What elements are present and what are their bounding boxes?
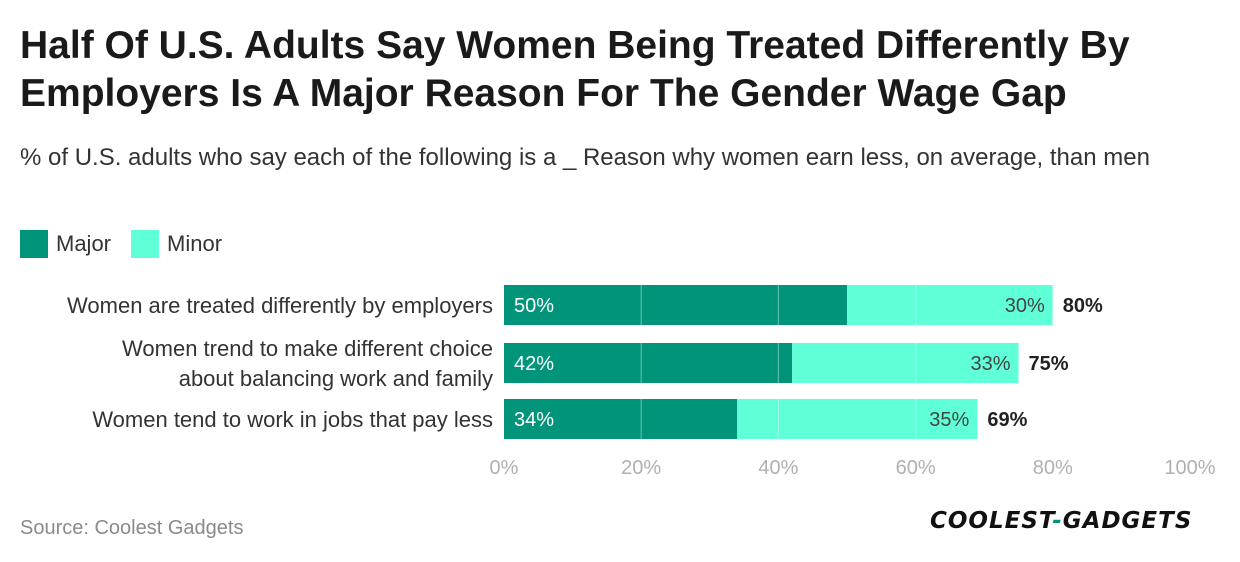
bar-chart: 50% 30% 80% 42% 33% 75% 34% 35% 69% Women are tre…: [67, 278, 1216, 479]
category-label-1-line-1: about balancing work and family: [179, 366, 493, 391]
bar-minor-2: [737, 399, 978, 439]
legend-item-major: Major: [20, 230, 111, 258]
x-tick-label-1: 20%: [621, 457, 661, 479]
category-label-0: Women are treated differently by employe…: [67, 293, 493, 318]
x-tick-label-3: 60%: [896, 457, 936, 479]
label-minor-1: 33%: [970, 353, 1010, 375]
x-tick-label-2: 40%: [758, 457, 798, 479]
x-tick-label-5: 100%: [1164, 457, 1215, 479]
label-minor-0: 30%: [1005, 295, 1045, 317]
legend: Major Minor: [20, 230, 242, 258]
logo-text: COOLEST-GADGETS: [930, 508, 1193, 534]
category-label-2: Women tend to work in jobs that pay less: [92, 407, 493, 432]
chart-subtitle: % of U.S. adults who say each of the fol…: [20, 144, 1150, 171]
bar-major-2: [504, 399, 738, 439]
label-minor-2: 35%: [929, 409, 969, 431]
legend-swatch-major: [20, 230, 48, 258]
total-label-1: 75%: [1029, 353, 1069, 375]
legend-swatch-minor: [131, 230, 160, 258]
label-major-2: 34%: [514, 409, 554, 431]
bar-minor-1: [792, 343, 1019, 383]
total-label-2: 69%: [987, 409, 1027, 431]
bar-major-0: [504, 285, 847, 325]
x-tick-label-0: 0%: [490, 457, 519, 479]
chart-title: Half Of U.S. Adults Say Women Being Trea…: [20, 24, 1130, 115]
label-major-1: 42%: [514, 353, 554, 375]
category-label-1-line-0: Women trend to make different choice: [122, 336, 493, 361]
coolest-gadgets-logo: COOLEST-GADGETS: [930, 508, 1192, 534]
legend-label-minor: Minor: [167, 231, 223, 256]
label-major-0: 50%: [514, 295, 554, 317]
legend-item-minor: Minor: [131, 230, 222, 258]
legend-label-major: Major: [56, 231, 112, 256]
bar-major-1: [504, 343, 793, 383]
bar-minor-0: [847, 285, 1053, 325]
total-label-0: 80%: [1063, 295, 1103, 317]
source-note: Source: Coolest Gadgets: [20, 517, 244, 539]
x-tick-label-4: 80%: [1033, 457, 1073, 479]
